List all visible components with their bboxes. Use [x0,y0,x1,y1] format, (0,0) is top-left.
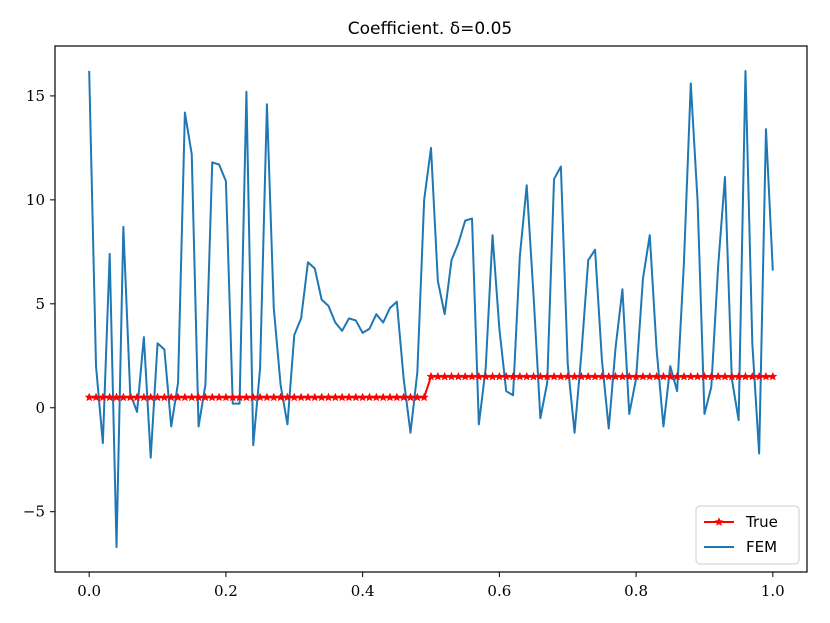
y-tick-label: 0 [35,399,45,417]
y-tick-label: −5 [23,503,45,521]
legend-label: True [745,513,778,531]
axis-layer: 0.0 0.2 0.4 0.6 0.8 1.0 −5 0 5 10 15 [23,45,808,600]
x-tick-label: 0.2 [214,582,238,600]
axes-frame [55,46,807,572]
chart-title: Coefficient. δ=0.05 [348,19,512,39]
x-tick-label: 1.0 [761,582,785,600]
y-tick-label: 10 [26,191,45,209]
x-tick-label: 0.8 [624,582,648,600]
legend-label: FEM [746,538,777,556]
x-tick-label: 0.6 [487,582,511,600]
data-point-true [768,371,778,381]
x-tick-label: 0.4 [351,582,375,600]
legend-item-true: True [704,513,778,531]
y-tick-label: 5 [35,295,45,313]
data-point-true [419,392,429,402]
series-true [84,371,778,402]
axes-border [54,45,808,573]
y-tick-label: 15 [26,87,45,105]
legend: True FEM [695,505,800,565]
series-layer [84,69,778,549]
x-tick-label: 0.0 [77,582,101,600]
legend-item-fem: FEM [704,538,777,556]
legend-marker [714,517,724,526]
plot-area [55,46,807,572]
